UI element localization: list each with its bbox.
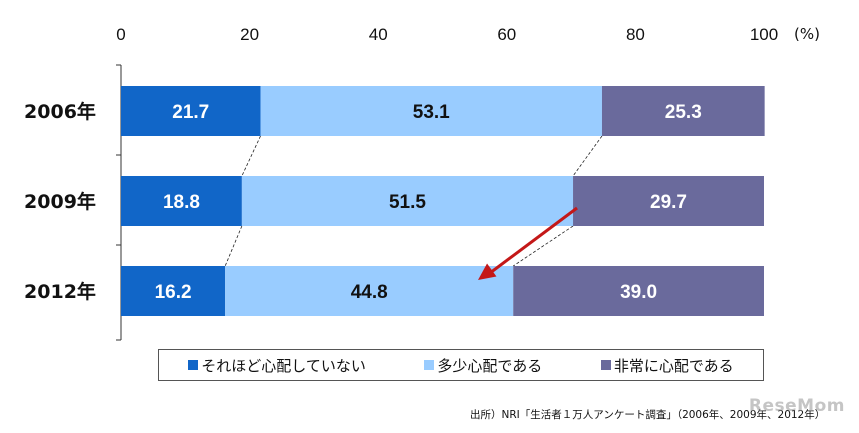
bar-1-1 (241, 176, 574, 226)
connector-line-0-1 (572, 135, 603, 177)
connector-lines (224, 135, 603, 267)
legend-item-2: 非常に心配である (600, 355, 734, 376)
bar-0-1 (260, 86, 602, 136)
legend-swatch-0 (188, 360, 199, 370)
data-label-0-0: 21.7 (172, 102, 209, 123)
x-tick-label-1: 20 (240, 25, 259, 44)
source-note: 出所）NRI「生活者１万人アンケート調査」（2006年、2009年、2012年） (470, 409, 826, 421)
trend-arrow-head (478, 263, 497, 280)
legend-label-2: 非常に心配である (613, 356, 734, 375)
bar-2-1 (225, 266, 514, 316)
x-tick-label-5: 100 (750, 25, 778, 44)
legend: それほど心配していない 多少心配である 非常に心配である (158, 349, 764, 381)
legend-item-0: それほど心配していない (188, 355, 366, 376)
trend-arrow-shaft (489, 206, 578, 275)
legend-item-1: 多少心配である (424, 355, 542, 376)
connector-line-0-0 (241, 135, 261, 177)
bar-0-0 (121, 86, 261, 136)
annotations (478, 206, 578, 280)
legend-label-0: それほど心配していない (201, 356, 366, 375)
data-label-1-0: 18.8 (163, 192, 200, 213)
connector-line-1-0 (224, 225, 243, 267)
bar-1-0 (121, 176, 242, 226)
bar-2-2 (513, 266, 764, 316)
watermark-logo: ReseMom (748, 396, 845, 416)
category-label-1: 2009年 (24, 190, 96, 213)
data-label-1-2: 29.7 (650, 192, 687, 213)
x-tick-label-4: 80 (626, 25, 645, 44)
connector-line-1-1 (513, 225, 574, 267)
x-tick-label-3: 60 (497, 25, 516, 44)
bars: 21.7 53.1 25.3 18.8 51.5 29.7 16.2 44.8 39.0 (121, 86, 765, 316)
x-tick-label-0: 0 (116, 25, 125, 44)
bar-0-2 (601, 86, 765, 136)
category-label-0: 2006年 (24, 100, 96, 123)
unit-label: (%) (794, 25, 820, 43)
legend-swatch-2 (600, 360, 611, 370)
legend-swatch-1 (424, 360, 435, 370)
data-label-0-2: 25.3 (665, 102, 702, 123)
axes: 0 20 40 60 80 100 (%) 2006年 2009年 2012年 (24, 25, 820, 341)
data-label-2-1: 44.8 (351, 282, 388, 303)
data-label-2-0: 16.2 (155, 282, 192, 303)
data-label-2-2: 39.0 (620, 282, 657, 303)
category-label-2: 2012年 (24, 280, 96, 303)
data-label-1-1: 51.5 (389, 192, 426, 213)
bar-1-2 (573, 176, 764, 226)
x-tick-label-2: 40 (369, 25, 388, 44)
data-label-0-1: 53.1 (413, 102, 450, 123)
bar-2-0 (121, 266, 226, 316)
legend-label-1: 多少心配である (437, 356, 543, 375)
